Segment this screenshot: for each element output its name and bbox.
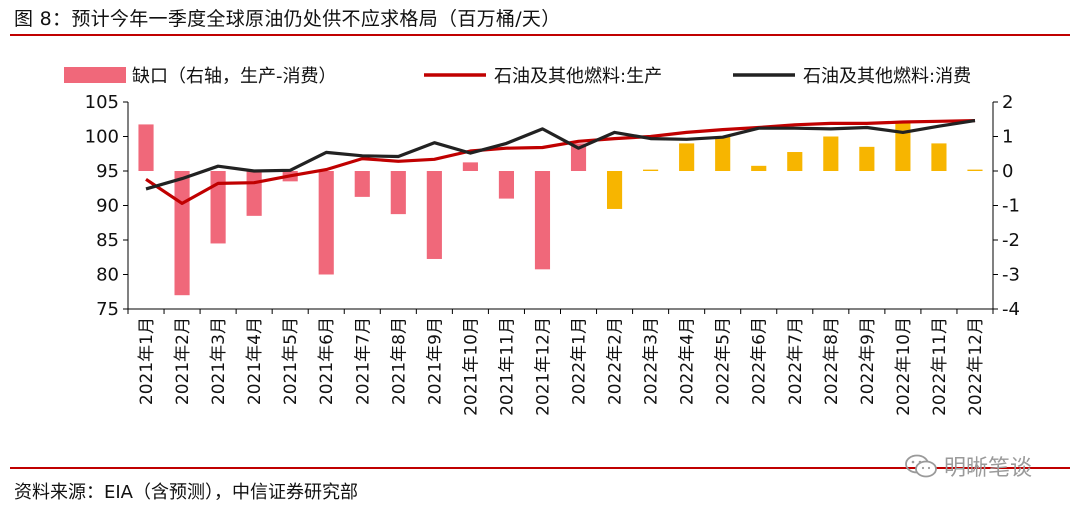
wechat-icon bbox=[905, 454, 937, 478]
gap-bar bbox=[534, 171, 551, 270]
right-tick-label: 1 bbox=[1002, 127, 1013, 148]
watermark: 明晰笔谈 bbox=[904, 450, 1032, 482]
gap-bar bbox=[931, 143, 947, 171]
left-tick-label: 100 bbox=[85, 127, 119, 148]
legend-swatch-deficit bbox=[64, 67, 126, 83]
gap-bar bbox=[643, 169, 659, 171]
figure-title: 图 8：预计今年一季度全球原油仍处供不应求格局（百万桶/天） bbox=[14, 8, 561, 30]
gap-bar bbox=[570, 143, 587, 171]
bottom-divider bbox=[10, 467, 1070, 469]
gap-bar bbox=[138, 124, 154, 171]
gap-bar bbox=[859, 146, 875, 171]
right-tick-label: 2 bbox=[1002, 92, 1013, 113]
x-tick-label: 2022年10月 bbox=[894, 317, 914, 416]
gap-bar bbox=[679, 143, 695, 171]
x-tick-label: 2022年1月 bbox=[570, 317, 590, 405]
gap-bar bbox=[246, 171, 262, 216]
x-tick-label: 2021年4月 bbox=[245, 317, 265, 405]
gap-bar bbox=[426, 171, 442, 259]
left-tick-label: 90 bbox=[96, 196, 119, 217]
x-tick-label: 2021年3月 bbox=[209, 317, 229, 405]
x-tick-label: 2021年5月 bbox=[281, 317, 301, 405]
gap-bar bbox=[462, 162, 478, 171]
left-tick-label: 85 bbox=[96, 230, 119, 251]
right-tick-label: -1 bbox=[1002, 196, 1020, 217]
gap-bar bbox=[787, 152, 803, 171]
x-tick-label: 2022年12月 bbox=[966, 317, 986, 416]
x-tick-label: 2021年11月 bbox=[497, 317, 517, 416]
x-tick-label: 2022年8月 bbox=[822, 317, 842, 405]
gap-bar bbox=[210, 171, 226, 244]
left-tick-label: 95 bbox=[96, 161, 119, 182]
right-tick-label: -4 bbox=[1002, 299, 1020, 320]
gap-bar bbox=[967, 169, 983, 171]
gap-bar bbox=[751, 165, 767, 171]
gap-bar bbox=[715, 136, 731, 171]
gap-bar bbox=[354, 171, 370, 197]
left-tick-label: 80 bbox=[96, 265, 119, 286]
x-tick-label: 2022年6月 bbox=[750, 317, 770, 405]
right-tick-label: -3 bbox=[1002, 265, 1020, 286]
legend: 缺口（右轴，生产-消费） 石油及其他燃料:生产 石油及其他燃料:消费 bbox=[64, 66, 971, 87]
plot-area: 75 80 85 90 95 100 105 -4 -3 -2 -1 0 1 2 2021年1月 2021年2… bbox=[85, 92, 1020, 416]
left-tick-label: 105 bbox=[85, 92, 119, 113]
x-tick-label: 2021年12月 bbox=[533, 317, 553, 416]
x-tick-label: 2022年11月 bbox=[930, 317, 950, 416]
x-tick-label: 2021年9月 bbox=[425, 317, 445, 405]
x-tick-label: 2022年3月 bbox=[642, 317, 662, 405]
consumption-line bbox=[145, 119, 976, 191]
x-tick-label: 2022年5月 bbox=[714, 317, 734, 405]
x-tick-label: 2022年9月 bbox=[858, 317, 878, 405]
gap-bar bbox=[390, 171, 406, 215]
x-tick-label: 2022年4月 bbox=[678, 317, 698, 405]
x-tick-label: 2021年2月 bbox=[173, 317, 193, 405]
production-line bbox=[145, 119, 976, 205]
watermark-text: 明晰笔谈 bbox=[944, 456, 1033, 481]
right-tick-label: 0 bbox=[1002, 161, 1013, 182]
source-note: 资料来源：EIA（含预测），中信证券研究部 bbox=[14, 482, 358, 503]
legend-label-consumption: 石油及其他燃料:消费 bbox=[803, 66, 971, 87]
top-divider bbox=[10, 34, 1070, 36]
gap-bar bbox=[895, 122, 911, 171]
x-tick-label: 2021年8月 bbox=[389, 317, 409, 405]
right-tick-label: -2 bbox=[1002, 230, 1020, 251]
x-tick-label: 2021年1月 bbox=[137, 317, 157, 405]
gap-bar bbox=[318, 171, 334, 275]
x-tick-label: 2021年6月 bbox=[317, 317, 337, 405]
x-tick-label: 2021年7月 bbox=[353, 317, 373, 405]
x-tick-label: 2022年2月 bbox=[606, 317, 626, 405]
legend-label-production: 石油及其他燃料:生产 bbox=[494, 66, 662, 87]
x-tick-label: 2022年7月 bbox=[786, 317, 806, 405]
gap-bar bbox=[606, 171, 623, 209]
gap-bar bbox=[498, 171, 515, 199]
left-tick-label: 75 bbox=[96, 299, 119, 320]
gap-bar bbox=[823, 136, 839, 171]
gap-bar bbox=[174, 171, 190, 296]
x-tick-label: 2021年10月 bbox=[461, 317, 481, 416]
legend-label-deficit: 缺口（右轴，生产-消费） bbox=[132, 66, 337, 87]
